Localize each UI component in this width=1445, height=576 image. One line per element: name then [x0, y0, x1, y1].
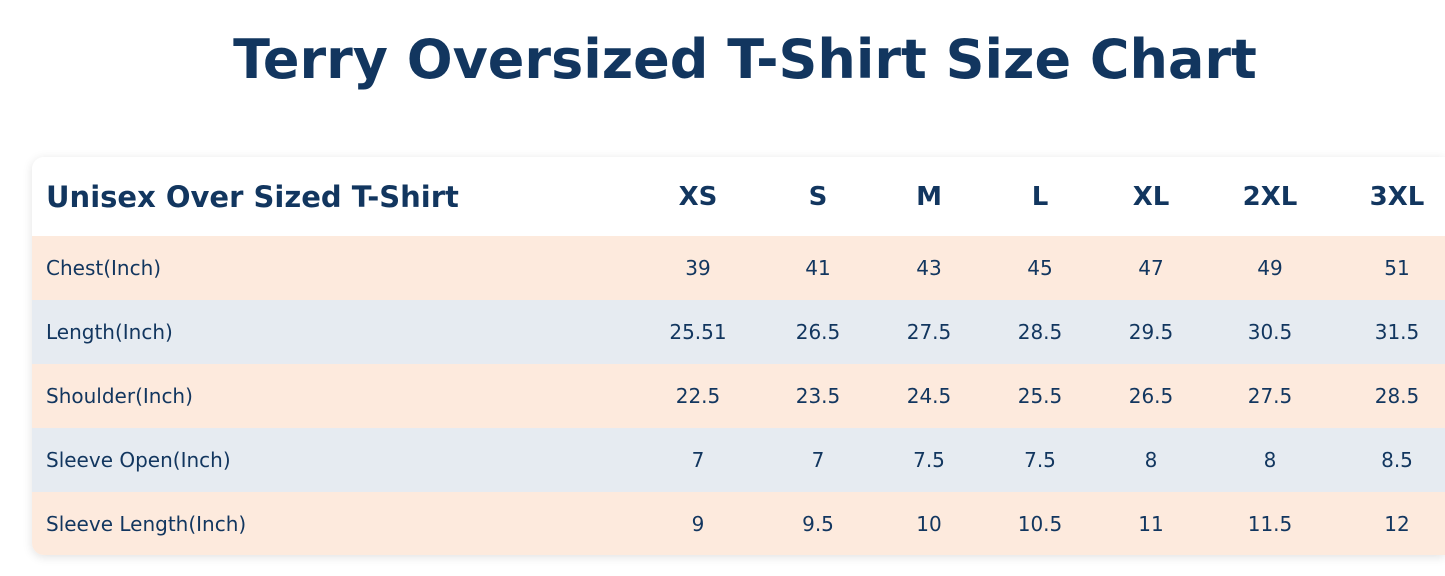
- measurement: 8.5: [1381, 448, 1413, 472]
- measurement: 10: [916, 512, 942, 536]
- measurement: 49: [1257, 256, 1283, 280]
- measurement: 22.5: [675, 384, 721, 408]
- measurement: 8: [1263, 448, 1277, 472]
- measurement: 27.5: [1247, 384, 1293, 408]
- size-label: XS: [678, 181, 718, 212]
- table-row: Chest(Inch) 39 41 43 45 47 49 51: [32, 236, 1445, 300]
- measurement: 11.5: [1247, 512, 1293, 536]
- measurement: 7: [811, 448, 825, 472]
- measurement: 23.5: [795, 384, 841, 408]
- measurement: 25.51: [669, 320, 727, 344]
- size-label: 2XL: [1242, 181, 1298, 212]
- title: Terry Oversized T-Shirt Size Chart: [233, 28, 1257, 91]
- size-label: S: [808, 181, 828, 212]
- measurement: 27.5: [906, 320, 952, 344]
- measurement: 26.5: [795, 320, 841, 344]
- header-row: Unisex Over Sized T-Shirt XS S M L XL 2XL 3XL: [32, 157, 1445, 236]
- measurement: 24.5: [906, 384, 952, 408]
- measurement: 47: [1138, 256, 1164, 280]
- measurement: 7.5: [913, 448, 945, 472]
- table-row: Sleeve Length(Inch) 9 9.5 10 10.5 11 11.5 12: [32, 492, 1445, 555]
- size-label: XL: [1132, 181, 1170, 212]
- measurement: 39: [685, 256, 711, 280]
- measurement: 28.5: [1017, 320, 1063, 344]
- measurement: 51: [1384, 256, 1410, 280]
- measurement: 45: [1027, 256, 1053, 280]
- measurement: 9: [691, 512, 705, 536]
- table-row: Sleeve Open(Inch) 7 7 7.5 7.5 8 8 8.5: [32, 428, 1445, 492]
- measurement: 8: [1144, 448, 1158, 472]
- table-row: Shoulder(Inch) 22.5 23.5 24.5 25.5 26.5 27.5 28…: [32, 364, 1445, 428]
- row-label: Sleeve Open(Inch): [46, 448, 231, 472]
- measurement: 7: [691, 448, 705, 472]
- measurement: 28.5: [1374, 384, 1420, 408]
- size-label: L: [1031, 181, 1049, 212]
- measurement: 25.5: [1017, 384, 1063, 408]
- measurement: 12: [1384, 512, 1410, 536]
- row-label: Length(Inch): [46, 320, 173, 344]
- row-label: Shoulder(Inch): [46, 384, 193, 408]
- size-label: M: [916, 181, 942, 212]
- measurement: 7.5: [1024, 448, 1056, 472]
- size-table: Unisex Over Sized T-Shirt XS S M L XL 2XL 3XL Ch…: [32, 157, 1445, 555]
- measurement: 30.5: [1247, 320, 1293, 344]
- table-heading: Unisex Over Sized T-Shirt: [46, 179, 459, 214]
- measurement: 31.5: [1374, 320, 1420, 344]
- measurement: 41: [805, 256, 831, 280]
- size-label: 3XL: [1369, 181, 1425, 212]
- measurement: 9.5: [802, 512, 834, 536]
- table-row: Length(Inch) 25.51 26.5 27.5 28.5 29.5 30.5 31.…: [32, 300, 1445, 364]
- row-label: Chest(Inch): [46, 256, 162, 280]
- measurement: 10.5: [1017, 512, 1063, 536]
- measurement: 43: [916, 256, 942, 280]
- row-label: Sleeve Length(Inch): [46, 512, 247, 536]
- measurement: 26.5: [1128, 384, 1174, 408]
- measurement: 11: [1138, 512, 1164, 536]
- measurement: 29.5: [1128, 320, 1174, 344]
